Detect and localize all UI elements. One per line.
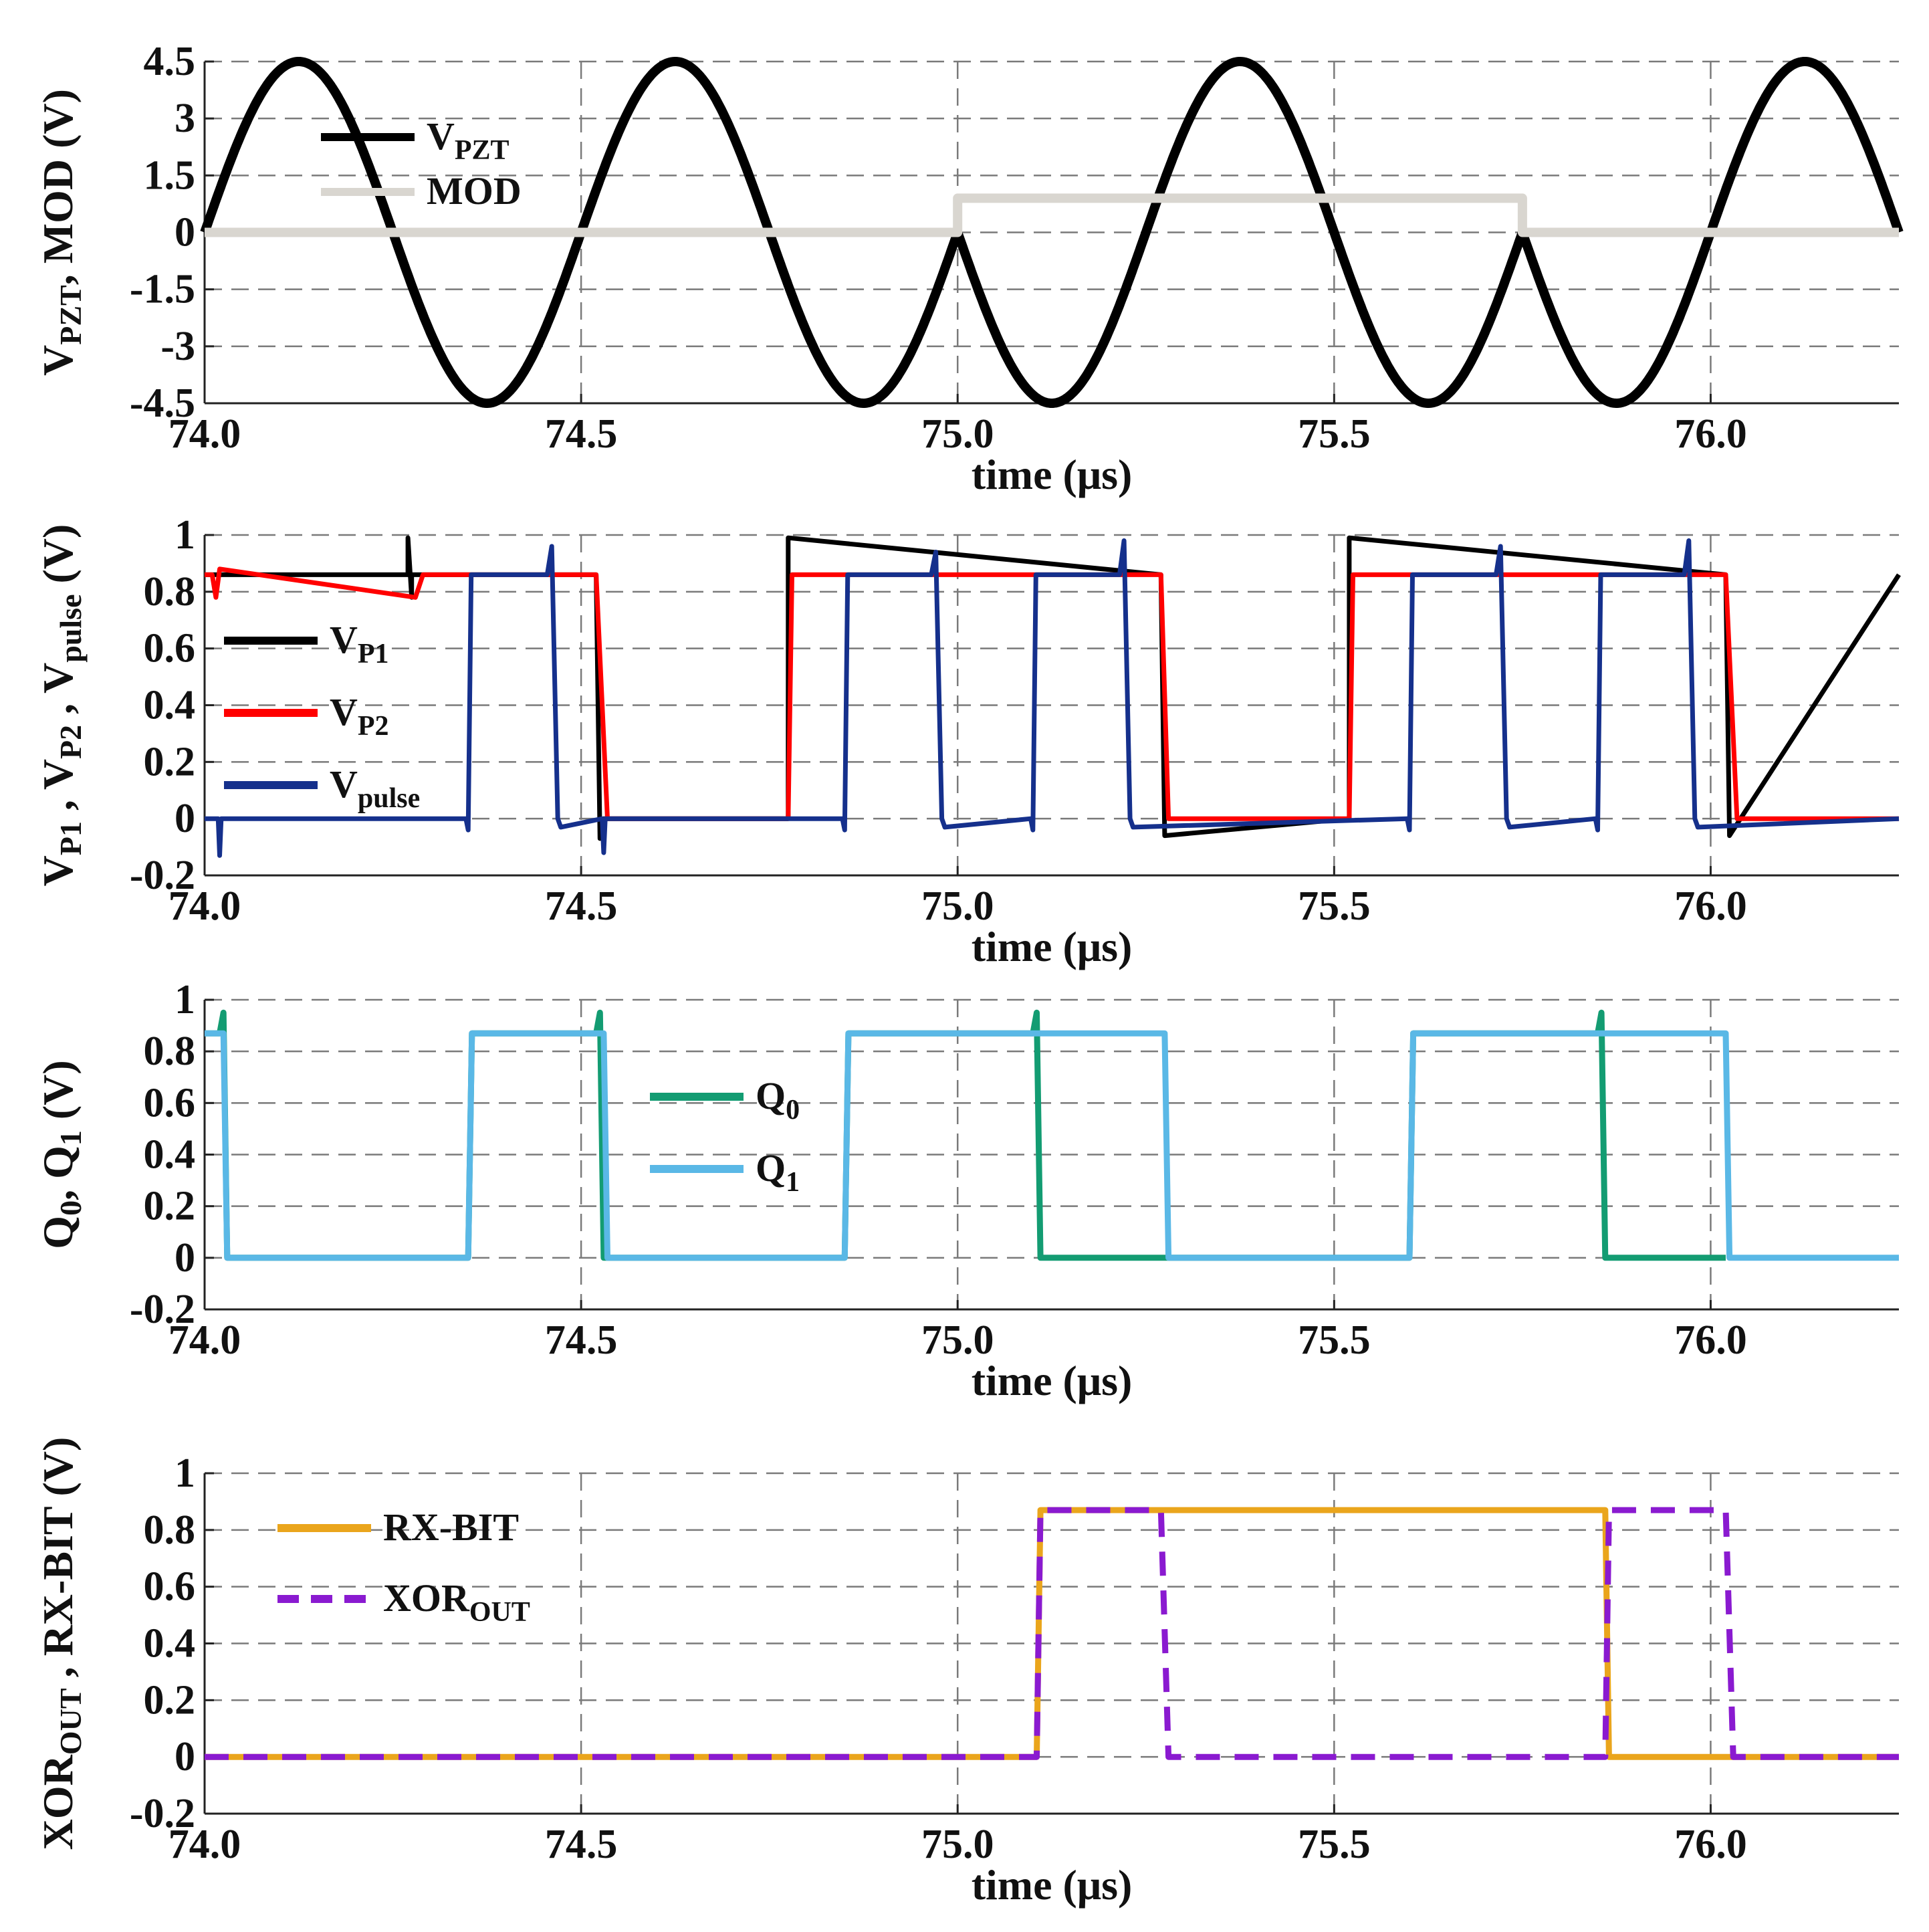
y-tick-label: 4.5	[144, 39, 196, 84]
legend-label: VPZT	[427, 114, 509, 166]
y-tick-label: 1	[175, 512, 195, 558]
y-tick-label: 0.8	[144, 1507, 196, 1553]
y-tick-label: 0.2	[144, 739, 196, 784]
y-axis-title: XOROUT , RX-BIT (V)	[34, 1437, 88, 1850]
series-v-p2	[205, 569, 1899, 819]
x-axis-title: time (μs)	[972, 923, 1133, 970]
y-tick-label: 0.8	[144, 1029, 196, 1074]
x-tick-label: 74.0	[168, 1317, 241, 1363]
y-tick-label: 0.4	[144, 1132, 196, 1178]
y-tick-label: 0.8	[144, 569, 196, 615]
x-tick-label: 76.0	[1674, 411, 1747, 457]
x-tick-label: 74.5	[545, 1317, 618, 1363]
x-tick-label: 74.5	[545, 883, 618, 929]
legend-label: MOD	[427, 169, 522, 213]
y-tick-label: 1.5	[144, 152, 196, 198]
y-tick-label: 0.4	[144, 1621, 196, 1667]
panel-2: 10.80.60.40.20-0.274.0 74.5 75.0 75.5 76.0ti…	[34, 512, 1899, 970]
y-tick-label: 0.6	[144, 1564, 196, 1610]
panel-1: 4.531.50-1.5-3-4.574.0 74.5 75.0 75.5 76.0ti…	[34, 39, 1899, 498]
y-tick-label: 0	[175, 1235, 195, 1281]
x-tick-label: 76.0	[1674, 1317, 1747, 1363]
x-tick-label: 75.0	[921, 1822, 994, 1867]
y-tick-label: 0.6	[144, 626, 196, 671]
x-tick-label: 75.5	[1298, 883, 1371, 929]
legend-label: VP1	[330, 618, 389, 669]
x-tick-label: 74.5	[545, 411, 618, 457]
x-tick-label: 75.0	[921, 411, 994, 457]
y-tick-label: 0	[175, 210, 195, 255]
panel-4: 10.80.60.40.20-0.274.0 74.5 75.0 75.5 76.0ti…	[34, 1437, 1899, 1909]
x-tick-label: 74.0	[168, 411, 241, 457]
y-axis-title: VPZT, MOD (V)	[34, 89, 88, 376]
y-tick-label: 3	[175, 96, 195, 141]
x-tick-label: 74.0	[168, 1822, 241, 1867]
x-tick-label: 75.0	[921, 1317, 994, 1363]
y-tick-label: 1	[175, 1451, 195, 1496]
x-tick-label: 74.0	[168, 883, 241, 929]
y-tick-label: 1	[175, 977, 195, 1023]
series-v-pulse	[205, 541, 1899, 856]
x-tick-label: 75.5	[1298, 1822, 1371, 1867]
y-tick-label: 0.6	[144, 1080, 196, 1125]
y-tick-label: 0.4	[144, 683, 196, 728]
y-tick-label: 0	[175, 796, 195, 841]
legend-label: RX-BIT	[383, 1505, 519, 1549]
series-q1	[205, 1033, 1899, 1258]
y-tick-label: 0	[175, 1734, 195, 1780]
y-tick-label: 0.2	[144, 1184, 196, 1229]
x-tick-label: 76.0	[1674, 883, 1747, 929]
x-axis-title: time (μs)	[972, 1357, 1133, 1404]
series-q0	[205, 1012, 1726, 1258]
y-tick-label: -1.5	[130, 267, 195, 312]
y-axis-title: Q0, Q1 (V)	[34, 1060, 88, 1249]
x-axis-title: time (μs)	[972, 1861, 1133, 1909]
legend-label: Q0	[756, 1074, 800, 1125]
x-tick-label: 75.5	[1298, 1317, 1371, 1363]
y-axis-title: VP1 , VP2 , Vpulse (V)	[34, 524, 88, 887]
legend-label: Vpulse	[330, 762, 420, 814]
figure: 4.531.50-1.5-3-4.574.0 74.5 75.0 75.5 76.0ti…	[0, 0, 1929, 1932]
y-tick-label: -3	[160, 324, 195, 369]
series-v-p1	[205, 538, 1899, 839]
x-tick-label: 76.0	[1674, 1822, 1747, 1867]
x-tick-label: 74.5	[545, 1822, 618, 1867]
legend-label: VP2	[330, 690, 389, 742]
y-tick-label: 0.2	[144, 1677, 196, 1723]
x-tick-label: 75.5	[1298, 411, 1371, 457]
x-axis-title: time (μs)	[972, 451, 1133, 498]
legend-label: XOROUT	[383, 1576, 530, 1628]
x-tick-label: 75.0	[921, 883, 994, 929]
panel-3: 10.80.60.40.20-0.274.0 74.5 75.0 75.5 76.0ti…	[34, 977, 1899, 1404]
